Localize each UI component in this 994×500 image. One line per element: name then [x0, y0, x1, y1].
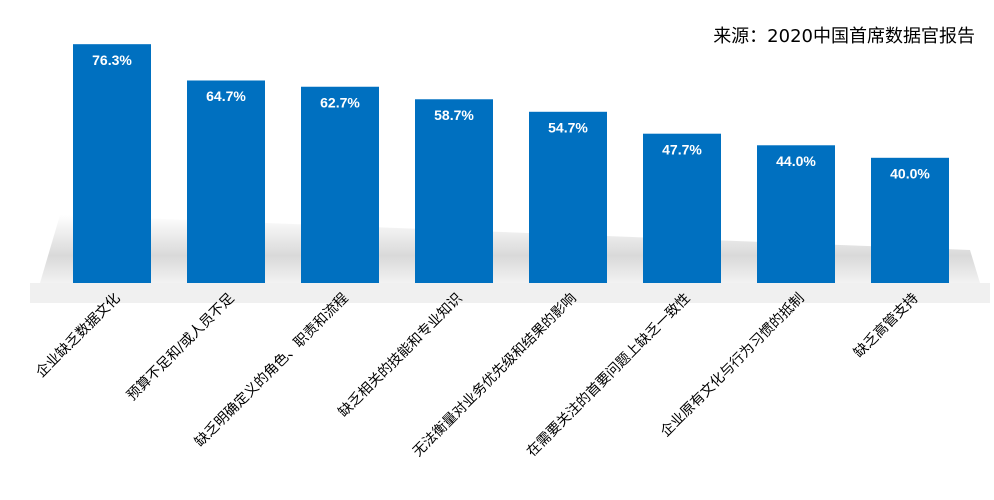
bar — [73, 44, 151, 283]
value-label: 44.0% — [776, 153, 816, 169]
value-label: 58.7% — [434, 107, 474, 123]
floor-shadow — [40, 215, 980, 283]
x-tick-label: 缺乏相关的技能和专业知识 — [335, 290, 466, 421]
bar — [187, 80, 265, 283]
bar — [871, 157, 949, 283]
value-label: 54.7% — [548, 119, 588, 135]
value-label: 62.7% — [320, 94, 360, 110]
bar — [529, 111, 607, 283]
value-label: 76.3% — [92, 52, 132, 68]
bar — [643, 133, 721, 283]
value-label: 47.7% — [662, 141, 702, 157]
bar — [415, 99, 493, 283]
value-label: 64.7% — [206, 88, 246, 104]
x-tick-label: 预算不足和/或人员不足 — [124, 290, 238, 404]
x-tick-label: 企业缺乏数据文化 — [32, 290, 123, 381]
bar — [301, 86, 379, 284]
floor — [30, 283, 990, 303]
source-note: 来源：2020中国首席数据官报告 — [713, 26, 975, 47]
value-label: 40.0% — [890, 166, 930, 182]
bar — [757, 145, 835, 283]
